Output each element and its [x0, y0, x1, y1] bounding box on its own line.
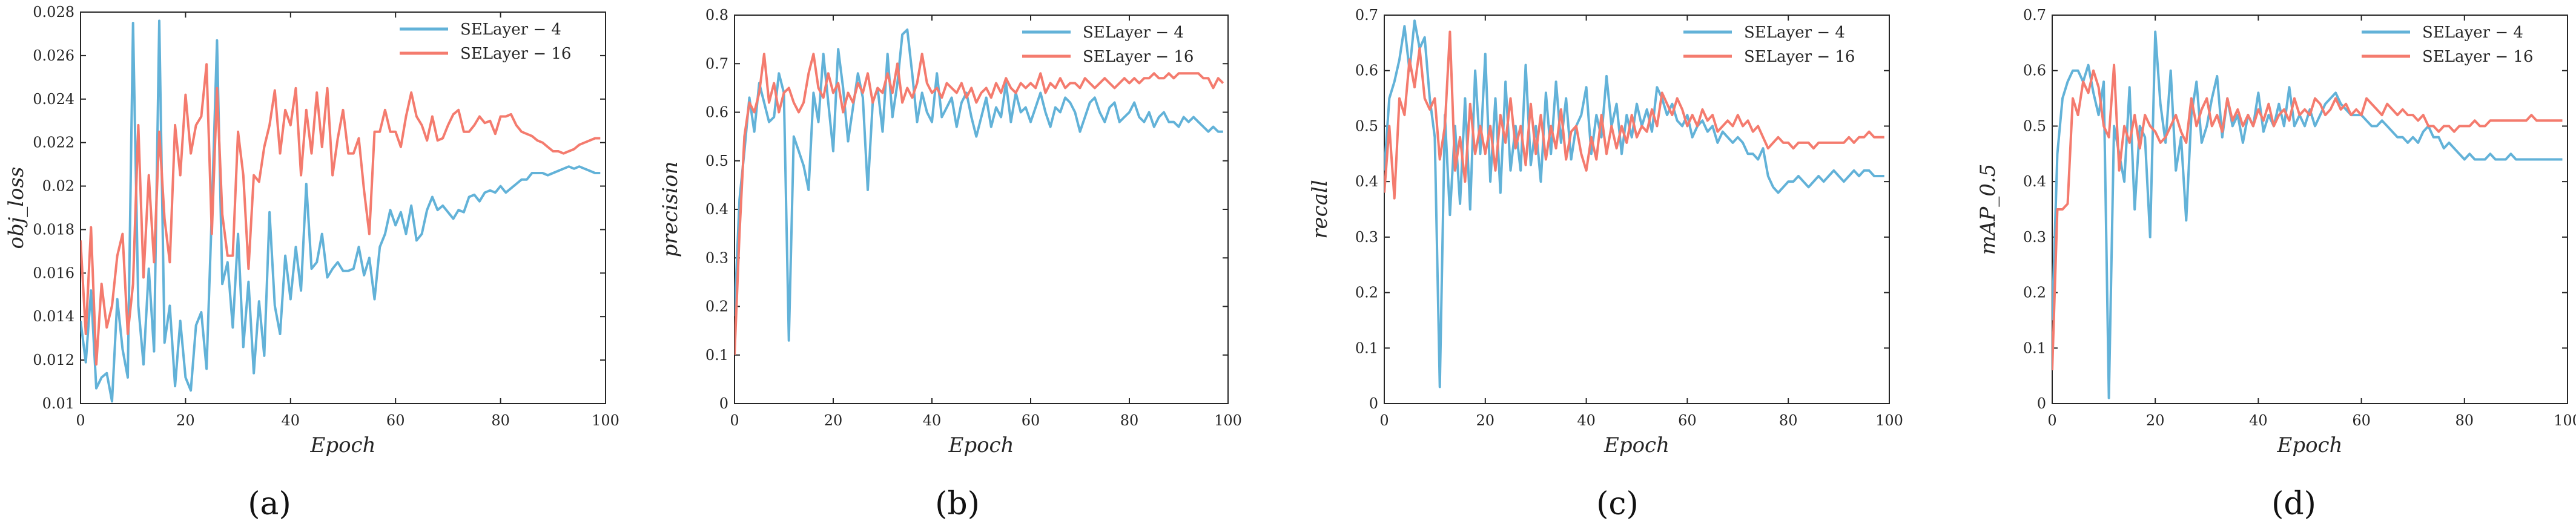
x-axis-label: Epoch [2277, 433, 2343, 457]
y-tick-label: 0 [1369, 395, 1378, 412]
x-tick-label: 40 [282, 412, 300, 429]
x-tick-label: 80 [1779, 412, 1798, 429]
y-tick-label: 0.2 [2023, 284, 2046, 301]
y-tick-label: 0.026 [33, 47, 74, 64]
y-tick-label: 0.2 [705, 298, 728, 315]
x-tick-label: 20 [176, 412, 195, 429]
y-tick-label: 0.02 [42, 178, 74, 195]
y-tick-label: 0.5 [2023, 117, 2046, 134]
y-tick-label: 0.6 [2023, 62, 2046, 79]
y-tick-label: 0.01 [42, 395, 74, 412]
y-axis-label: precision [658, 162, 682, 258]
x-axis-label: Epoch [948, 433, 1014, 457]
legend-label: SELayer − 4 [460, 21, 561, 39]
y-tick-label: 0.028 [33, 4, 74, 21]
chart-panel-1: 0 20 40 60 80 100 0.01 0.012 0.014 0.016 0.018 0.02… [4, 4, 619, 522]
y-tick-label: 0.018 [33, 221, 74, 238]
y-tick-label: 0.4 [705, 201, 728, 218]
series-line-selayer-4 [1384, 19, 1884, 388]
legend-label: SELayer − 16 [1083, 48, 1194, 66]
x-tick-label: 100 [592, 412, 619, 429]
y-tick-label: 0.7 [1355, 7, 1378, 24]
panel-caption: (c) [1596, 486, 1639, 522]
plot-frame [2052, 15, 2568, 404]
plot-frame [80, 11, 606, 404]
x-tick-label: 20 [1476, 412, 1495, 429]
y-axis-label: obj_loss [4, 166, 28, 249]
series-line-selayer-16 [81, 63, 601, 366]
series-line-selayer-16 [735, 53, 1224, 355]
panel-caption: (a) [248, 486, 291, 522]
x-tick-label: 40 [1577, 412, 1596, 429]
y-tick-label: 0.014 [33, 308, 74, 325]
series-line-selayer-16 [1384, 30, 1884, 200]
x-tick-label: 60 [1022, 412, 1040, 429]
series-line-selayer-4 [81, 19, 601, 403]
legend-label: SELayer − 4 [1744, 24, 1845, 42]
y-tick-label: 0.4 [2023, 173, 2046, 190]
plot-frame [1384, 15, 1890, 404]
y-tick-label: 0.7 [2023, 7, 2046, 24]
series-line-selayer-4 [735, 28, 1223, 342]
y-axis-label: recall [1308, 180, 1332, 238]
x-tick-label: 40 [923, 412, 942, 429]
y-tick-label: 0.6 [1355, 62, 1378, 79]
x-tick-label: 60 [1678, 412, 1697, 429]
series-line-selayer-4 [2052, 30, 2563, 399]
chart-panel-3: 0 20 40 60 80 100 0 0.1 0.2 0.3 0.4 0.5 0.6 0.7 Epoch r… [1308, 7, 1903, 522]
y-axis-label: mAP_0.5 [1976, 164, 2000, 255]
y-tick-label: 0.8 [705, 7, 728, 24]
x-tick-label: 80 [1120, 412, 1139, 429]
x-tick-label: 40 [2249, 412, 2268, 429]
x-tick-label: 80 [2455, 412, 2474, 429]
y-tick-label: 0.022 [33, 134, 74, 151]
x-tick-label: 100 [1214, 412, 1242, 429]
legend-label: SELayer − 16 [2422, 48, 2533, 66]
legend-label: SELayer − 16 [460, 45, 571, 63]
legend-label: SELayer − 4 [1083, 24, 1184, 42]
panel-caption: (d) [2271, 486, 2316, 522]
y-tick-label: 0.1 [1355, 339, 1378, 356]
y-tick-label: 0.6 [705, 104, 728, 121]
series-line-selayer-16 [2052, 64, 2563, 371]
x-tick-label: 0 [730, 412, 739, 429]
y-tick-label: 0.1 [705, 347, 728, 364]
y-tick-label: 0.7 [705, 55, 728, 72]
x-tick-label: 20 [824, 412, 843, 429]
y-tick-label: 0.5 [1355, 117, 1378, 134]
x-tick-label: 100 [2554, 412, 2576, 429]
x-tick-label: 0 [1379, 412, 1389, 429]
legend-label: SELayer − 4 [2422, 24, 2523, 42]
x-tick-label: 80 [491, 412, 510, 429]
y-tick-label: 0.3 [2023, 229, 2046, 246]
panel-caption: (b) [935, 486, 980, 522]
y-tick-label: 0.024 [33, 91, 74, 108]
x-tick-label: 0 [76, 412, 85, 429]
x-tick-label: 0 [2047, 412, 2056, 429]
y-tick-label: 0.3 [1355, 229, 1378, 246]
x-tick-label: 100 [1875, 412, 1903, 429]
x-axis-label: Epoch [310, 433, 376, 457]
x-tick-label: 60 [2352, 412, 2371, 429]
y-tick-label: 0.2 [1355, 284, 1378, 301]
chart-panel-4: 0 20 40 60 80 100 0 0.1 0.2 0.3 0.4 0.5 0.6 0.7 Epoch m… [1976, 7, 2576, 522]
y-tick-label: 0 [2037, 395, 2046, 412]
y-tick-label: 0 [719, 395, 728, 412]
y-tick-label: 0.016 [33, 264, 74, 281]
y-tick-label: 0.4 [1355, 173, 1378, 190]
y-tick-label: 0.5 [705, 152, 728, 169]
x-tick-label: 20 [2146, 412, 2165, 429]
y-tick-label: 0.012 [33, 352, 74, 368]
chart-panel-2: 0 20 40 60 80 100 0 0.1 0.2 0.3 0.4 0.5 0.6 0.7 0.8 Epo… [658, 7, 1242, 522]
x-axis-label: Epoch [1603, 433, 1669, 457]
x-tick-label: 60 [386, 412, 405, 429]
y-tick-label: 0.3 [705, 249, 728, 266]
legend-label: SELayer − 16 [1744, 48, 1855, 66]
y-tick-label: 0.1 [2023, 339, 2046, 356]
